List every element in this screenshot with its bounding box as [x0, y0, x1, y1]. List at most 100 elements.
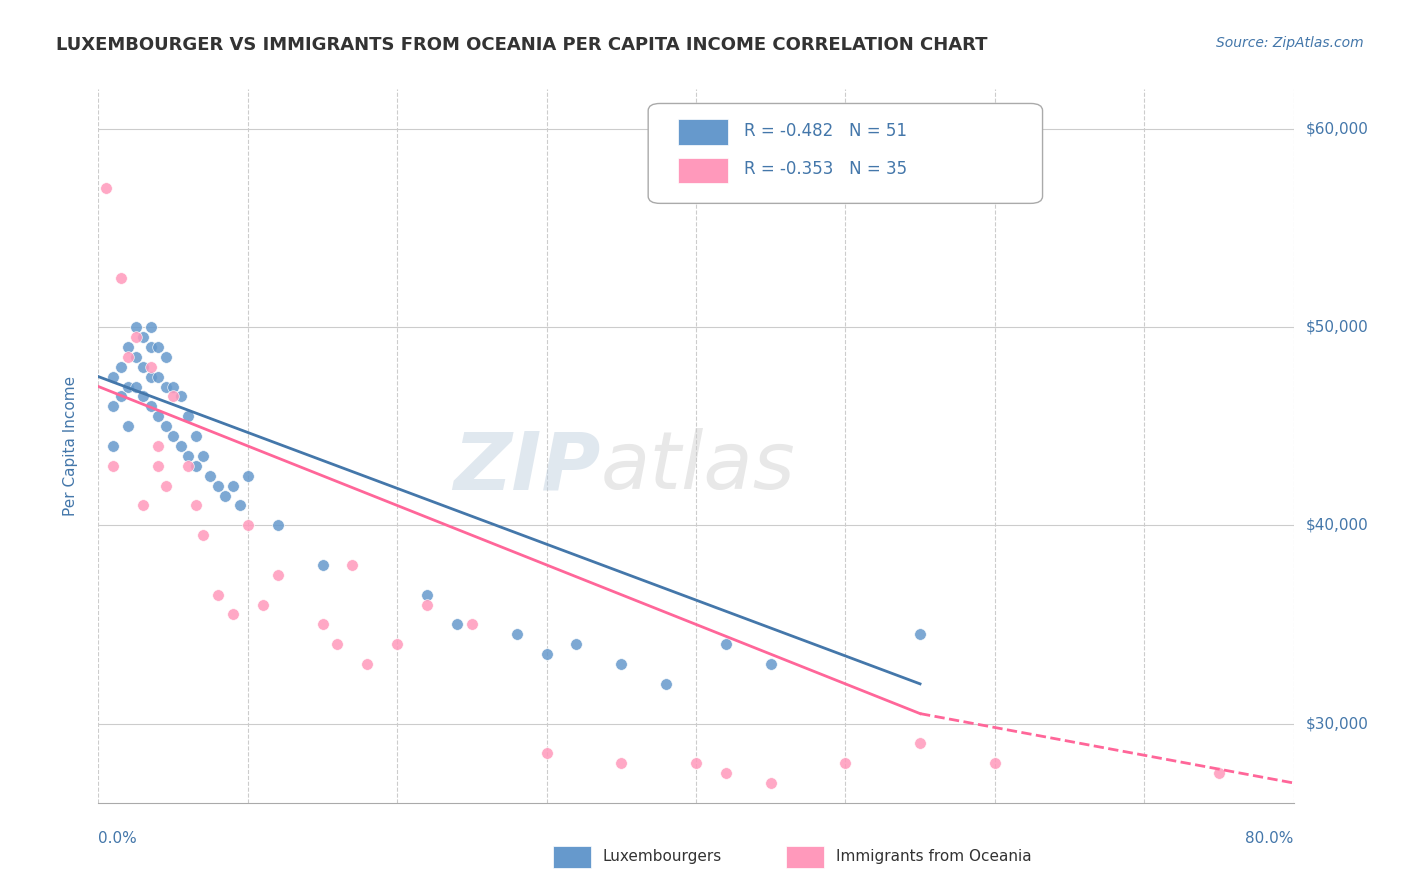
- Point: [536, 746, 558, 760]
- Text: $40,000: $40,000: [1305, 517, 1368, 533]
- Point: [162, 389, 184, 403]
- Point: [461, 617, 484, 632]
- Point: [155, 350, 177, 364]
- Point: [139, 359, 162, 374]
- Point: [252, 598, 274, 612]
- Point: [148, 340, 170, 354]
- Text: R = -0.353   N = 35: R = -0.353 N = 35: [744, 161, 907, 178]
- Text: R = -0.482   N = 51: R = -0.482 N = 51: [744, 121, 907, 139]
- Point: [94, 181, 117, 195]
- Point: [222, 478, 245, 492]
- Point: [148, 458, 170, 473]
- Point: [139, 400, 162, 414]
- Point: [169, 389, 191, 403]
- Point: [610, 756, 633, 771]
- Point: [685, 756, 707, 771]
- Point: [177, 449, 200, 463]
- Point: [117, 419, 139, 434]
- Point: [207, 478, 229, 492]
- Point: [103, 439, 125, 453]
- Point: [714, 766, 737, 780]
- Point: [132, 389, 155, 403]
- Point: [655, 677, 678, 691]
- Point: [117, 340, 139, 354]
- Point: [267, 518, 290, 533]
- Point: [236, 518, 259, 533]
- Point: [103, 369, 125, 384]
- Text: ZIP: ZIP: [453, 428, 600, 507]
- Point: [416, 598, 439, 612]
- Text: 0.0%: 0.0%: [98, 831, 138, 847]
- Point: [148, 439, 170, 453]
- FancyBboxPatch shape: [678, 158, 728, 184]
- Point: [177, 409, 200, 424]
- Point: [311, 558, 333, 572]
- Point: [565, 637, 588, 651]
- FancyBboxPatch shape: [648, 103, 1043, 203]
- Point: [125, 379, 148, 393]
- Point: [148, 409, 170, 424]
- Point: [110, 359, 132, 374]
- Point: [759, 657, 782, 671]
- Point: [416, 588, 439, 602]
- Point: [236, 468, 259, 483]
- FancyBboxPatch shape: [553, 847, 591, 868]
- Point: [908, 736, 931, 750]
- FancyBboxPatch shape: [678, 120, 728, 145]
- Point: [356, 657, 378, 671]
- Point: [162, 379, 184, 393]
- Text: Luxembourgers: Luxembourgers: [603, 849, 723, 863]
- Y-axis label: Per Capita Income: Per Capita Income: [63, 376, 77, 516]
- Point: [536, 647, 558, 661]
- Point: [184, 429, 207, 443]
- Text: Source: ZipAtlas.com: Source: ZipAtlas.com: [1216, 36, 1364, 50]
- Point: [214, 489, 236, 503]
- Point: [125, 320, 148, 334]
- Point: [125, 330, 148, 344]
- Point: [148, 369, 170, 384]
- Point: [169, 439, 191, 453]
- Point: [184, 499, 207, 513]
- Text: $50,000: $50,000: [1305, 319, 1368, 334]
- Point: [132, 499, 155, 513]
- Point: [983, 756, 1005, 771]
- Point: [229, 499, 252, 513]
- Point: [177, 458, 200, 473]
- Point: [155, 419, 177, 434]
- Text: 80.0%: 80.0%: [1246, 831, 1294, 847]
- Point: [311, 617, 333, 632]
- Point: [110, 389, 132, 403]
- Point: [184, 458, 207, 473]
- Point: [759, 776, 782, 790]
- Text: $60,000: $60,000: [1305, 121, 1368, 136]
- Point: [155, 478, 177, 492]
- Point: [834, 756, 856, 771]
- Point: [222, 607, 245, 622]
- Point: [267, 567, 290, 582]
- Point: [342, 558, 364, 572]
- Point: [506, 627, 529, 641]
- Point: [117, 350, 139, 364]
- Point: [155, 379, 177, 393]
- Point: [132, 330, 155, 344]
- FancyBboxPatch shape: [786, 847, 824, 868]
- Text: LUXEMBOURGER VS IMMIGRANTS FROM OCEANIA PER CAPITA INCOME CORRELATION CHART: LUXEMBOURGER VS IMMIGRANTS FROM OCEANIA …: [56, 36, 988, 54]
- Point: [385, 637, 409, 651]
- Point: [132, 359, 155, 374]
- Point: [110, 270, 132, 285]
- Point: [139, 320, 162, 334]
- Point: [326, 637, 349, 651]
- Text: atlas: atlas: [600, 428, 796, 507]
- Point: [103, 400, 125, 414]
- Point: [446, 617, 468, 632]
- Point: [191, 528, 214, 542]
- Point: [117, 379, 139, 393]
- Point: [139, 369, 162, 384]
- Point: [207, 588, 229, 602]
- Point: [125, 350, 148, 364]
- Point: [714, 637, 737, 651]
- Point: [1208, 766, 1230, 780]
- Point: [103, 458, 125, 473]
- Text: $30,000: $30,000: [1305, 716, 1368, 731]
- Point: [139, 340, 162, 354]
